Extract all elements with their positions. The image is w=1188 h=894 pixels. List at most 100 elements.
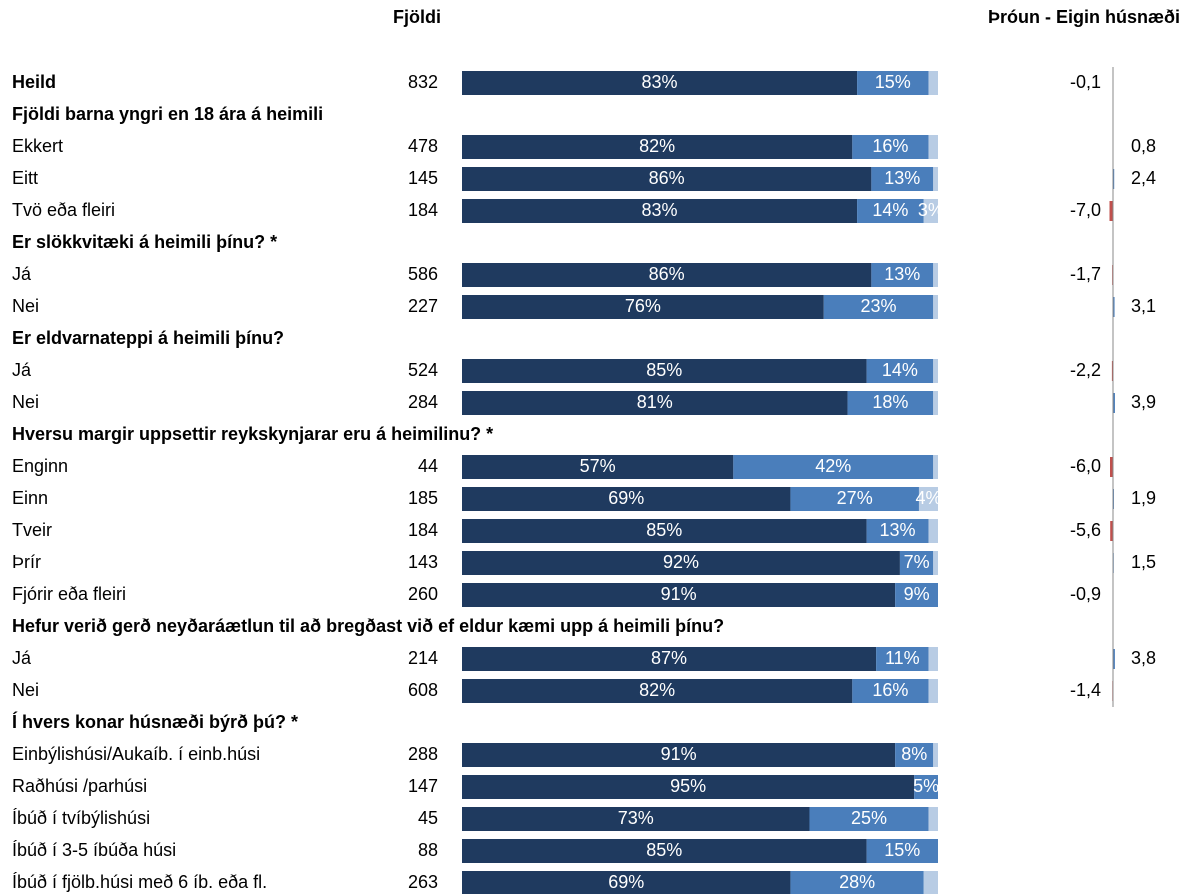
bar-segment <box>928 135 938 159</box>
row-count: 145 <box>408 168 438 188</box>
change-label: -2,2 <box>1070 360 1101 380</box>
bar-segment <box>823 295 934 319</box>
segment-label: 42% <box>815 456 851 476</box>
change-label: 1,5 <box>1131 552 1156 572</box>
bar-segment <box>462 807 810 831</box>
segment-label: 27% <box>837 488 873 508</box>
segment-label: 13% <box>884 264 920 284</box>
segment-label: 81% <box>637 392 673 412</box>
row-count: 44 <box>418 456 438 476</box>
row-label: Einn <box>12 488 48 508</box>
row-count: 608 <box>408 680 438 700</box>
bar-segment <box>462 167 872 191</box>
row-label: Enginn <box>12 456 68 476</box>
bar-segment <box>923 199 938 223</box>
bar-segment <box>895 743 934 767</box>
change-label: 3,9 <box>1131 392 1156 412</box>
bar-segment <box>933 263 938 287</box>
change-label: 1,9 <box>1131 488 1156 508</box>
change-label: -0,9 <box>1070 584 1101 604</box>
row-count: 586 <box>408 264 438 284</box>
row-count: 45 <box>418 808 438 828</box>
bar-segment <box>462 775 915 799</box>
change-label: -1,7 <box>1070 264 1101 284</box>
segment-label: 8% <box>901 744 927 764</box>
bar-segment <box>852 135 929 159</box>
segment-label: 13% <box>884 168 920 188</box>
bar-segment <box>866 359 934 383</box>
segment-label: 69% <box>608 488 644 508</box>
bar-segment <box>857 199 924 223</box>
change-label: 3,8 <box>1131 648 1156 668</box>
segment-label: 83% <box>642 200 678 220</box>
group-heading: Er slökkvitæki á heimili þínu? * <box>12 232 277 252</box>
change-bar <box>1113 297 1115 317</box>
bar-segment <box>933 359 938 383</box>
change-bar <box>1113 169 1115 189</box>
bar-segment <box>733 455 934 479</box>
segment-label: 83% <box>642 72 678 92</box>
bar-segment <box>933 551 938 575</box>
change-label: -6,0 <box>1070 456 1101 476</box>
row-label: Íbúð í fjölb.húsi með 6 íb. eða fl. <box>12 872 267 892</box>
segment-label: 85% <box>646 360 682 380</box>
bar-segment <box>933 295 938 319</box>
segment-label: 28% <box>839 872 875 892</box>
bar-segment <box>914 775 938 799</box>
bar-segment <box>918 487 938 511</box>
bar-segment <box>462 487 791 511</box>
bar-segment <box>462 391 848 415</box>
row-count: 184 <box>408 200 438 220</box>
segment-label: 9% <box>904 584 930 604</box>
row-count: 185 <box>408 488 438 508</box>
segment-label: 15% <box>875 72 911 92</box>
segment-label: 13% <box>880 520 916 540</box>
bar-segment <box>928 807 938 831</box>
row-count: 147 <box>408 776 438 796</box>
segment-label: 18% <box>872 392 908 412</box>
bar-segment <box>923 871 938 894</box>
bar-segment <box>876 647 929 671</box>
bar-segment <box>462 519 867 543</box>
segment-label: 7% <box>904 552 930 572</box>
row-label: Ekkert <box>12 136 63 156</box>
change-bar <box>1111 361 1113 381</box>
segment-label: 16% <box>872 136 908 156</box>
change-label: -7,0 <box>1070 200 1101 220</box>
segment-label: 95% <box>670 776 706 796</box>
row-label: Íbúð í tvíbýlishúsi <box>12 808 150 828</box>
row-count: 263 <box>408 872 438 892</box>
row-count: 184 <box>408 520 438 540</box>
bar-segment <box>809 807 929 831</box>
bar-segment <box>933 391 938 415</box>
row-label: Íbúð í 3-5 íbúða húsi <box>12 840 176 860</box>
row-count: 284 <box>408 392 438 412</box>
change-label: -1,4 <box>1070 680 1101 700</box>
segment-label: 3% <box>918 200 944 220</box>
change-bar <box>1109 201 1113 221</box>
segment-label: 16% <box>872 680 908 700</box>
segment-label: 82% <box>639 136 675 156</box>
change-bar <box>1110 457 1113 477</box>
row-label: Þrír <box>12 552 41 572</box>
change-label: -0,1 <box>1070 72 1101 92</box>
segment-label: 23% <box>860 296 896 316</box>
row-count: 214 <box>408 648 438 668</box>
row-label: Fjórir eða fleiri <box>12 584 126 604</box>
bar-segment <box>462 455 734 479</box>
change-bar <box>1110 521 1113 541</box>
segment-label: 85% <box>646 520 682 540</box>
bar-segment <box>847 391 934 415</box>
bar-segment <box>462 839 867 863</box>
bar-segment <box>895 583 938 607</box>
segment-label: 73% <box>618 808 654 828</box>
bar-segment <box>462 679 853 703</box>
segment-label: 76% <box>625 296 661 316</box>
row-label: Nei <box>12 680 39 700</box>
bar-segment <box>933 167 938 191</box>
segment-label: 15% <box>884 840 920 860</box>
row-label: Já <box>12 264 32 284</box>
change-bar <box>1113 393 1115 413</box>
segment-label: 57% <box>580 456 616 476</box>
